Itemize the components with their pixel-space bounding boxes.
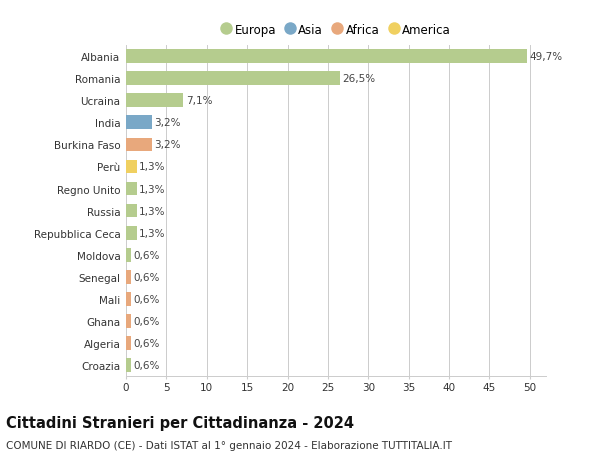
Text: COMUNE DI RIARDO (CE) - Dati ISTAT al 1° gennaio 2024 - Elaborazione TUTTITALIA.: COMUNE DI RIARDO (CE) - Dati ISTAT al 1°… [6,440,452,450]
Bar [126,94,184,108]
Text: 0,6%: 0,6% [133,338,160,348]
Bar [126,182,137,196]
Bar [126,292,131,306]
Text: 3,2%: 3,2% [154,140,181,150]
Text: 1,3%: 1,3% [139,162,166,172]
Bar [126,336,131,350]
Bar [126,204,137,218]
Text: 0,6%: 0,6% [133,294,160,304]
Bar [126,270,131,284]
Bar [126,226,137,240]
Bar [126,72,340,86]
Text: 26,5%: 26,5% [343,74,376,84]
Text: 3,2%: 3,2% [154,118,181,128]
Bar [126,160,137,174]
Text: 1,3%: 1,3% [139,184,166,194]
Text: 7,1%: 7,1% [186,96,212,106]
Legend: Europa, Asia, Africa, America: Europa, Asia, Africa, America [217,19,455,41]
Text: Cittadini Stranieri per Cittadinanza - 2024: Cittadini Stranieri per Cittadinanza - 2… [6,415,354,431]
Text: 49,7%: 49,7% [530,52,563,62]
Bar [126,314,131,328]
Bar [126,138,152,152]
Bar [126,50,527,64]
Text: 0,6%: 0,6% [133,316,160,326]
Text: 0,6%: 0,6% [133,272,160,282]
Bar [126,358,131,372]
Bar [126,116,152,130]
Text: 0,6%: 0,6% [133,250,160,260]
Text: 0,6%: 0,6% [133,360,160,370]
Bar [126,248,131,262]
Text: 1,3%: 1,3% [139,206,166,216]
Text: 1,3%: 1,3% [139,228,166,238]
